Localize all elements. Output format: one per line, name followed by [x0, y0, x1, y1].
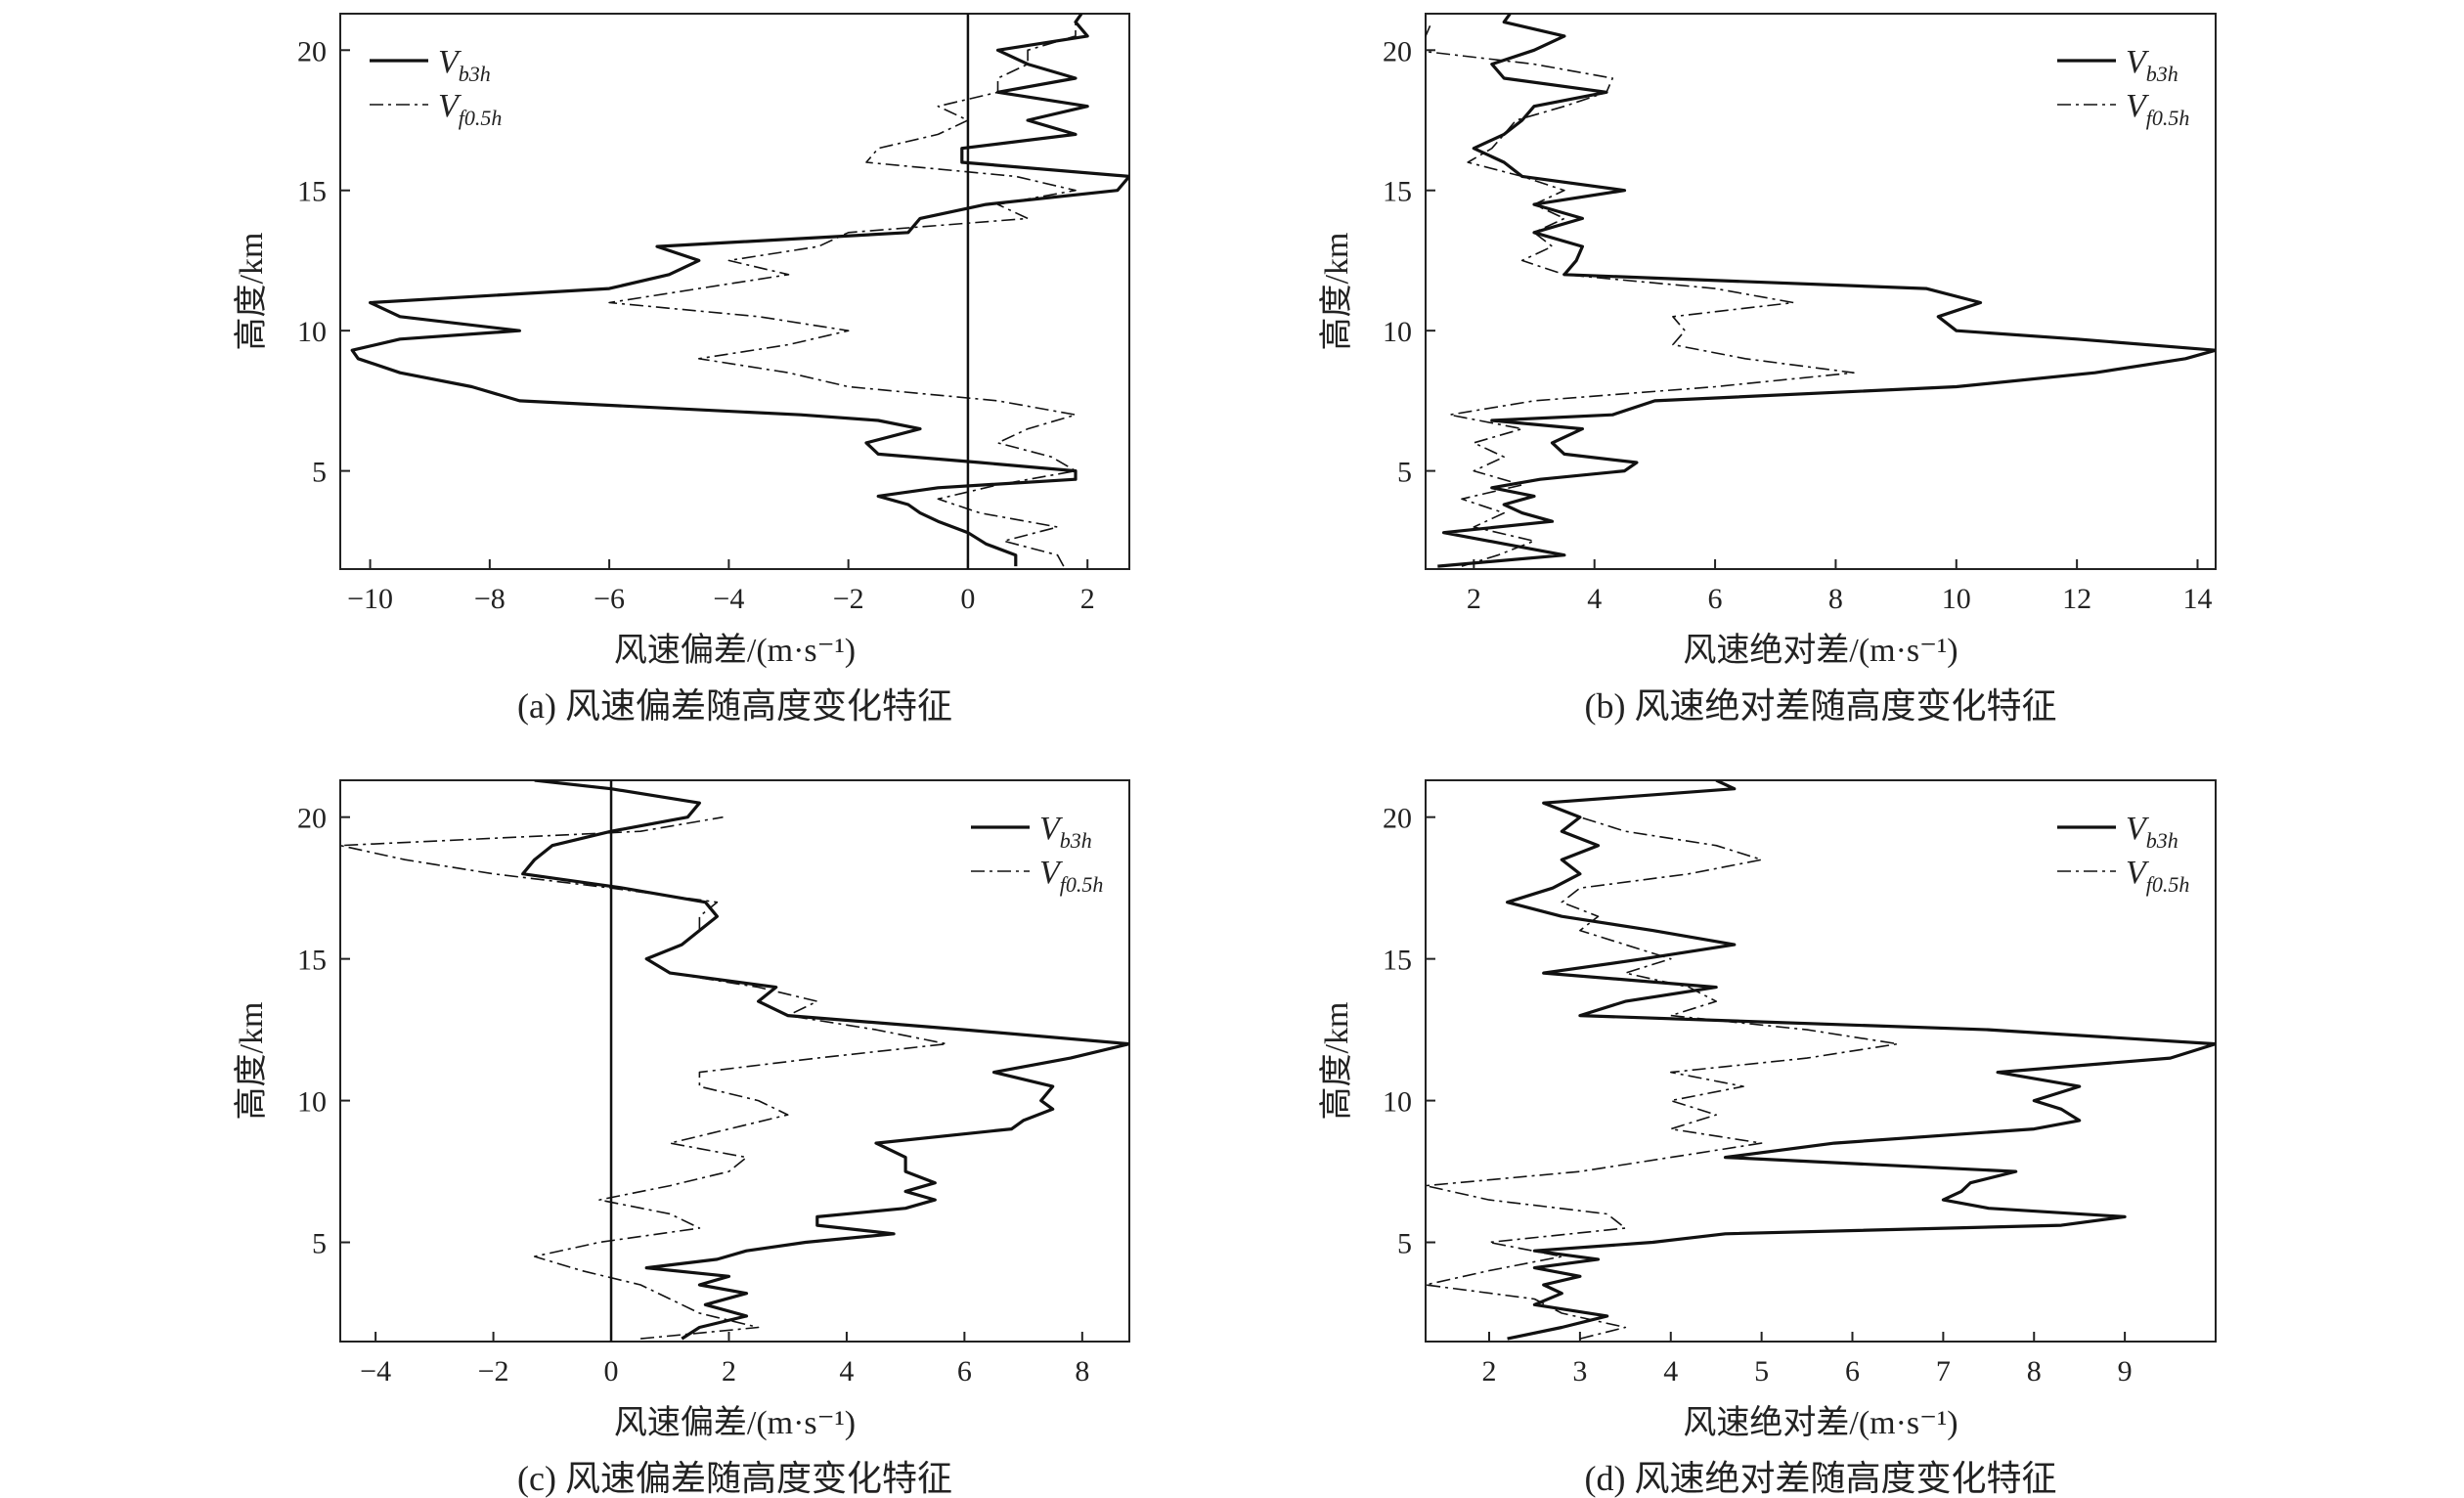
x-tick-label: 0: [604, 1355, 619, 1388]
y-tick-label: 5: [1397, 457, 1412, 489]
panel-caption: (a) 风速偏差随高度变化特征: [517, 686, 952, 726]
panel-caption: (c) 风速偏差随高度变化特征: [517, 1459, 952, 1498]
legend-subscript: f0.5h: [2146, 872, 2190, 897]
legend-label: Vf0.5h: [438, 88, 502, 130]
x-tick-label: 12: [2062, 583, 2091, 615]
y-tick-label: 15: [297, 176, 327, 208]
legend-label: Vb3h: [2126, 44, 2178, 86]
plot-frame: [339, 13, 1130, 570]
y-tick-label: 5: [1397, 1228, 1412, 1260]
x-tick-label: 4: [839, 1355, 854, 1388]
plot-frame: [339, 779, 1130, 1343]
y-tick-label: 20: [297, 803, 327, 835]
x-tick-label: 2: [1080, 583, 1095, 615]
panel-caption: (b) 风速绝对差随高度变化特征: [1585, 686, 2057, 726]
legend-label: Vf0.5h: [2126, 855, 2189, 897]
x-tick-label: 6: [1845, 1355, 1860, 1388]
x-tick-label: −6: [594, 583, 625, 615]
y-axis-label: 高度/km: [233, 233, 270, 351]
x-tick-label: 0: [960, 583, 975, 615]
x-tick-label: 10: [1942, 583, 1971, 615]
x-tick-label: 4: [1663, 1355, 1678, 1388]
x-tick-label: 7: [1936, 1355, 1951, 1388]
y-axis-label: 高度/km: [1318, 1002, 1355, 1121]
x-tick-label: −2: [833, 583, 864, 615]
x-tick-label: 8: [1828, 583, 1843, 615]
x-tick-label: −4: [713, 583, 744, 615]
y-axis-label: 高度/km: [1318, 233, 1355, 351]
x-tick-label: 14: [2182, 583, 2212, 615]
x-axis-label: 风速绝对差/(m·s⁻¹): [1683, 632, 1958, 669]
legend-label: Vb3h: [2126, 811, 2178, 853]
series-line-vf05h: [1426, 815, 1899, 1340]
legend-subscript: f0.5h: [459, 106, 503, 130]
x-tick-label: 9: [2118, 1355, 2133, 1388]
x-tick-label: −8: [474, 583, 506, 615]
x-tick-label: −4: [360, 1355, 391, 1388]
x-tick-label: 5: [1754, 1355, 1769, 1388]
x-axis-label: 风速偏差/(m·s⁻¹): [614, 1404, 856, 1441]
x-tick-label: 6: [957, 1355, 972, 1388]
x-tick-label: 4: [1587, 583, 1602, 615]
y-tick-label: 20: [297, 35, 327, 67]
y-tick-label: 15: [1383, 176, 1412, 208]
plot-frame: [1425, 13, 2217, 570]
y-tick-label: 20: [1383, 803, 1412, 835]
x-tick-label: 2: [722, 1355, 736, 1388]
x-tick-label: 8: [1075, 1355, 1089, 1388]
legend-subscript: b3h: [2146, 828, 2178, 853]
panel-caption: (d) 风速绝对差随高度变化特征: [1585, 1459, 2057, 1498]
y-tick-label: 10: [297, 316, 327, 348]
y-tick-label: 5: [312, 1228, 327, 1260]
series-line-vb3h: [1437, 14, 2216, 568]
series-line-vf05h: [1426, 22, 1855, 567]
y-tick-label: 10: [1383, 316, 1412, 348]
x-tick-label: 3: [1572, 1355, 1587, 1388]
x-tick-label: 2: [1467, 583, 1481, 615]
x-tick-label: 2: [1482, 1355, 1497, 1388]
y-tick-label: 5: [312, 457, 327, 489]
legend-subscript: b3h: [459, 62, 491, 86]
series-line-vb3h: [1505, 780, 2216, 1341]
x-tick-label: 6: [1708, 583, 1723, 615]
plot-frame: [1425, 779, 2217, 1343]
y-tick-label: 15: [1383, 945, 1412, 977]
series-line-vb3h: [521, 780, 1129, 1341]
x-tick-label: 8: [2027, 1355, 2042, 1388]
series-line-vf05h: [340, 815, 948, 1340]
y-tick-label: 20: [1383, 35, 1412, 67]
y-tick-label: 10: [1383, 1086, 1412, 1119]
legend-label: Vf0.5h: [1039, 855, 1103, 897]
series-line-vb3h: [350, 14, 1129, 567]
legend-subscript: b3h: [2146, 62, 2178, 86]
series-line-vf05h: [608, 22, 1077, 567]
x-tick-label: −2: [478, 1355, 509, 1388]
y-axis-label: 高度/km: [233, 1002, 270, 1121]
legend-subscript: f0.5h: [1060, 872, 1104, 897]
x-axis-label: 风速绝对差/(m·s⁻¹): [1683, 1404, 1958, 1441]
y-tick-label: 10: [297, 1086, 327, 1119]
legend-subscript: b3h: [1060, 828, 1092, 853]
x-axis-label: 风速偏差/(m·s⁻¹): [614, 632, 856, 669]
y-tick-label: 15: [297, 945, 327, 977]
legend-subscript: f0.5h: [2146, 106, 2190, 130]
x-tick-label: −10: [347, 583, 393, 615]
